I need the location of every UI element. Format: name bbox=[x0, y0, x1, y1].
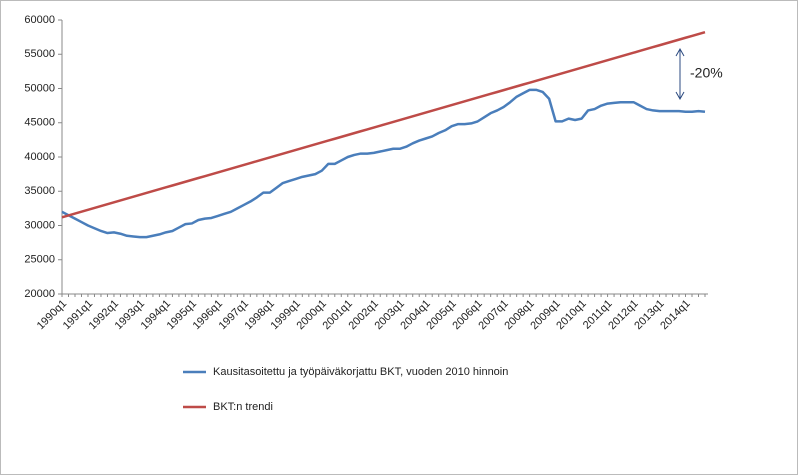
y-tick-label: 45000 bbox=[24, 117, 55, 129]
y-tick-label: 40000 bbox=[24, 151, 55, 163]
y-tick-label: 20000 bbox=[24, 288, 55, 300]
annotation: -20% bbox=[690, 65, 723, 81]
series-line bbox=[61, 30, 706, 219]
arrow-heads bbox=[675, 47, 685, 101]
y-tick-label: 30000 bbox=[24, 219, 55, 231]
y-tick-label: 60000 bbox=[24, 14, 55, 26]
series-line bbox=[61, 88, 706, 239]
legend-label: Kausitasoitettu ja työpäiväkorjattu BKT,… bbox=[213, 366, 508, 378]
y-tick-label: 55000 bbox=[24, 48, 55, 60]
legend-label: BKT:n trendi bbox=[213, 401, 273, 413]
y-tick-label: 50000 bbox=[24, 82, 55, 94]
y-tick-label: 35000 bbox=[24, 185, 55, 197]
y-tick-label: 25000 bbox=[24, 254, 55, 266]
